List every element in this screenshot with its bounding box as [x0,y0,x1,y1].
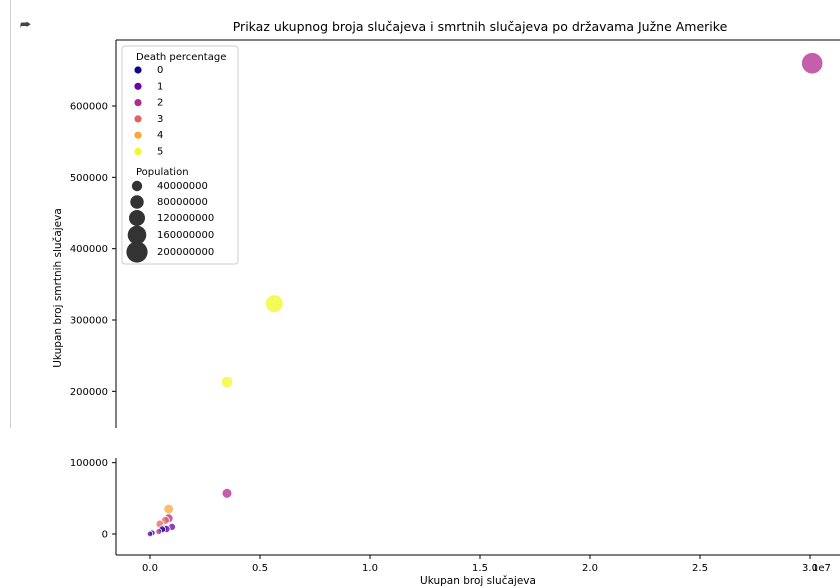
x-tick-label: 2.5 [692,563,708,574]
y-tick-label: 100000 [70,458,108,469]
legend-hue-label: 3 [157,114,163,125]
y-axis-ticks: 0 100000 200000 300000 400000 500000 600000 [70,102,116,541]
data-point [264,294,284,313]
legend: Death percentage 0 1 2 3 4 5 Population 40000000… [121,45,239,265]
y-tick-label: 600000 [70,102,108,113]
x-axis-ticks: 0.0 0.5 1.0 1.5 2.0 2.5 3.0 [142,555,818,574]
x-axis-offset: 1e7 [812,563,831,574]
legend-size-title: Population [136,167,189,178]
data-point [220,375,234,389]
x-tick-label: 1.5 [472,563,488,574]
legend-hue-label: 0 [157,65,163,76]
legend-size-label: 40000000 [157,181,208,192]
data-point [146,530,154,538]
x-tick-label: 2.0 [582,563,598,574]
output-arrow-icon[interactable]: ⮫ [20,18,32,32]
x-tick-label: 1.0 [362,563,378,574]
data-point [801,52,824,75]
legend-hue-marker [134,115,142,123]
data-point [163,503,174,515]
y-tick-label: 500000 [70,173,108,184]
data-point [155,528,163,535]
x-axis-label: Ukupan broj slučajeva [420,575,536,587]
legend-size-marker [131,180,143,192]
legend-size-marker [129,210,145,226]
legend-hue-marker [134,147,142,156]
legend-size-label: 80000000 [157,197,208,208]
legend-box [121,45,239,265]
y-tick-label: 400000 [70,244,108,255]
legend-hue-marker [134,66,142,74]
legend-hue-marker [134,82,142,90]
x-tick-label: 0.0 [142,563,158,574]
chart-title: Prikaz ukupnog broja slučajeva i smrtnih… [233,19,728,34]
legend-hue-marker [134,131,142,139]
x-tick-label: 0.5 [252,563,268,574]
legend-size-label: 120000000 [157,213,214,224]
legend-hue-label: 5 [157,147,163,158]
legend-size-marker [127,225,147,245]
legend-size-marker [126,241,148,263]
legend-hue-marker [134,99,142,107]
legend-hue-title: Death percentage [136,52,226,63]
legend-size-label: 160000000 [157,230,214,241]
legend-size-marker [130,195,144,209]
y-tick-label: 300000 [70,316,108,327]
legend-hue-label: 1 [157,81,163,92]
plot-area [115,39,840,556]
legend-hue-label: 4 [157,130,163,141]
x-tick-label: 3.0 [802,563,818,574]
y-axis-label: Ukupan broj smrtnih slučajeva [52,208,64,368]
legend-hue-label: 2 [157,98,163,109]
data-points [146,52,824,538]
y-tick-label: 200000 [70,387,108,398]
legend-size-label: 200000000 [157,247,214,258]
data-point [221,487,233,499]
y-tick-label: 0 [102,530,108,541]
cell-gutter [0,0,11,428]
